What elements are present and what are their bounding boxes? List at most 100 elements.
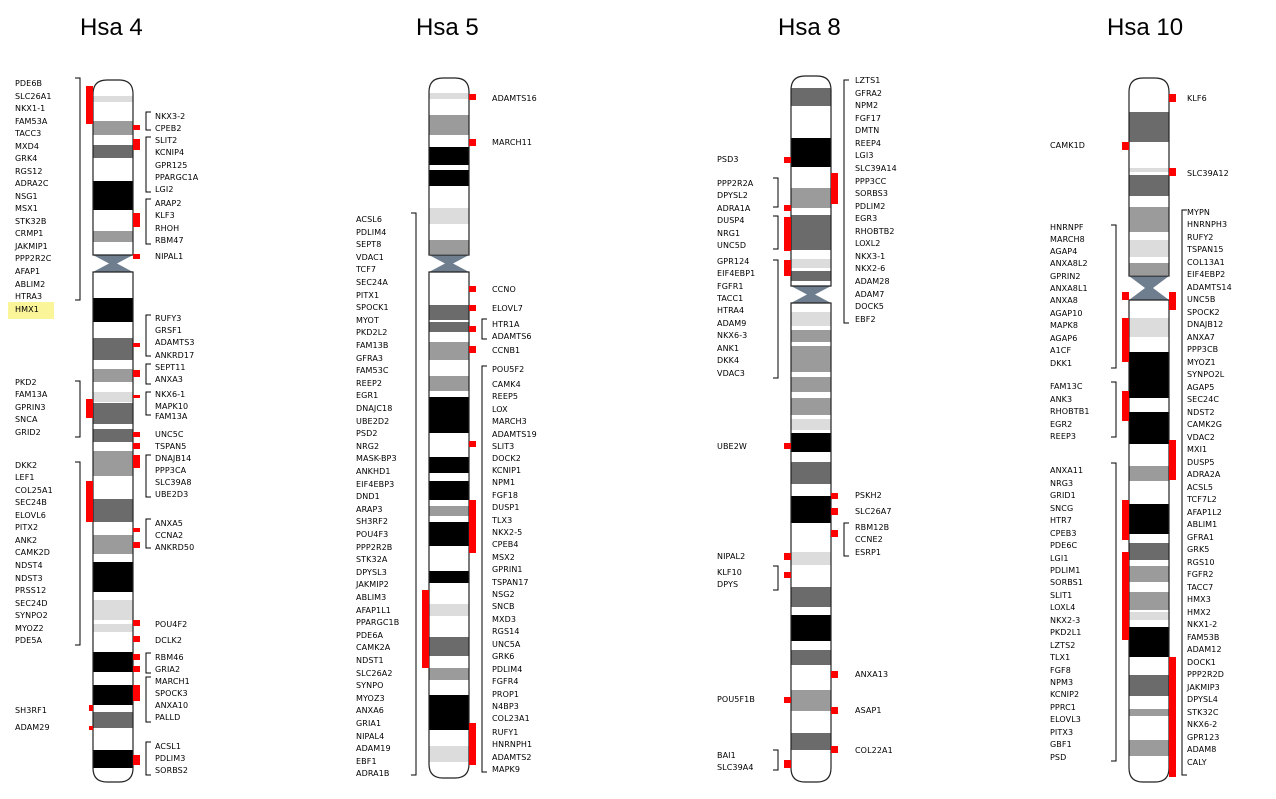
gene-label: TACC7 bbox=[1187, 583, 1214, 592]
gene-label: ELOVL3 bbox=[1050, 715, 1082, 724]
chromosome-band bbox=[791, 138, 831, 167]
marker-right bbox=[469, 346, 476, 353]
chromosome-title-hsa8: Hsa 8 bbox=[778, 14, 841, 41]
gene-label: PALLD bbox=[155, 713, 181, 722]
gene-label: NPM3 bbox=[1050, 678, 1074, 687]
gene-label: ADAM9 bbox=[717, 319, 747, 328]
gene-highlight bbox=[8, 302, 54, 319]
gene-label: ADRA1A bbox=[717, 204, 751, 213]
gene-label: RGS12 bbox=[15, 167, 43, 176]
chromosome-band bbox=[429, 170, 469, 186]
gene-label: ABLIM1 bbox=[1187, 520, 1218, 529]
chromosome-band bbox=[791, 259, 831, 268]
gene-label: DOCK1 bbox=[1187, 658, 1216, 667]
gene-label: TCF7 bbox=[356, 265, 377, 275]
gene-label: HMX1 bbox=[15, 305, 39, 314]
gene-label: ABLIM2 bbox=[15, 280, 46, 289]
marker-right bbox=[133, 443, 140, 449]
gene-label: RBM12B bbox=[855, 523, 890, 532]
gene-label: KLF10 bbox=[717, 568, 742, 577]
marker-right bbox=[133, 254, 140, 259]
chromosome-band bbox=[429, 305, 469, 320]
marker-left bbox=[784, 157, 791, 163]
gene-label: GPRIN3 bbox=[15, 403, 46, 412]
gene-bracket-right bbox=[843, 79, 849, 324]
gene-label: SLIT1 bbox=[1050, 591, 1073, 600]
gene-label: SYNPO2L bbox=[1187, 370, 1225, 379]
gene-label: EBF1 bbox=[356, 756, 377, 766]
gene-label: FGF18 bbox=[492, 491, 519, 500]
gene-label: SLC39A8 bbox=[155, 478, 192, 487]
gene-label: FGFR2 bbox=[1187, 570, 1214, 579]
gene-label: NIPAL2 bbox=[717, 552, 746, 561]
gene-label: NDST1 bbox=[356, 656, 384, 665]
gene-label: ELOVL7 bbox=[492, 304, 524, 313]
gene-bracket-left bbox=[773, 749, 779, 771]
marker-right bbox=[133, 432, 140, 437]
gene-label: EIF4EBP1 bbox=[717, 269, 756, 278]
gene-label: NKX3-2 bbox=[155, 112, 186, 121]
gene-label: SLIT3 bbox=[492, 442, 515, 451]
gene-label: RUFY2 bbox=[1187, 233, 1214, 242]
chromosome-title-hsa10: Hsa 10 bbox=[1107, 14, 1184, 41]
gene-label: SORBS2 bbox=[155, 766, 189, 775]
marker-right bbox=[133, 370, 140, 377]
gene-label: DUSP4 bbox=[717, 216, 745, 225]
gene-label: PDE5A bbox=[15, 636, 43, 645]
centromere bbox=[93, 255, 133, 272]
gene-label: MYOZ3 bbox=[356, 693, 385, 703]
chromosome-band bbox=[93, 298, 133, 322]
chromosome-band bbox=[93, 652, 133, 672]
gene-label: LZTS2 bbox=[1050, 641, 1076, 650]
marker-right bbox=[133, 395, 140, 398]
gene-label: MARCH8 bbox=[1050, 235, 1085, 244]
gene-label: SORBS1 bbox=[1050, 578, 1084, 587]
chromosome-band bbox=[1129, 175, 1169, 196]
gene-label: PDLIM4 bbox=[356, 227, 387, 237]
gene-label: PPP2R2A bbox=[717, 179, 754, 188]
gene-label: KCNIP2 bbox=[1050, 690, 1080, 699]
gene-label: NKX2-6 bbox=[855, 264, 886, 273]
gene-label: AFAP1 bbox=[15, 267, 41, 276]
chromosome-band bbox=[791, 496, 831, 523]
chromosome-band bbox=[791, 330, 831, 342]
p-arm-outline bbox=[1128, 77, 1170, 277]
chromosome-band bbox=[429, 695, 469, 730]
chromosome-band bbox=[1129, 352, 1169, 398]
gene-label: NIPAL1 bbox=[155, 252, 184, 261]
marker-left bbox=[784, 760, 791, 768]
p-arm-outline bbox=[428, 77, 470, 256]
chromosome-band bbox=[791, 433, 831, 452]
gene-label: NRG1 bbox=[717, 229, 741, 238]
gene-label: SEPT8 bbox=[356, 240, 382, 250]
chromosome-band bbox=[791, 690, 831, 711]
q-arm-outline bbox=[790, 302, 832, 783]
gene-bracket-left bbox=[1111, 224, 1117, 369]
gene-label: PSD3 bbox=[717, 155, 739, 164]
marker-right bbox=[469, 139, 476, 146]
gene-label: GRIA2 bbox=[155, 665, 181, 674]
chromosome-band bbox=[1129, 412, 1169, 444]
chromosome-band bbox=[93, 499, 133, 522]
chromosome-band bbox=[1129, 566, 1169, 582]
gene-label: STK32A bbox=[356, 555, 388, 565]
gene-label: ESRP1 bbox=[855, 548, 882, 557]
gene-label: STK32B bbox=[15, 217, 47, 226]
chromosome-band bbox=[93, 685, 133, 705]
gene-bracket-right bbox=[145, 136, 151, 193]
gene-label: MARCH1 bbox=[155, 677, 190, 686]
marker-left bbox=[784, 697, 791, 703]
gene-label: FAM53A bbox=[15, 117, 48, 126]
gene-label: POU4F3 bbox=[356, 530, 389, 539]
gene-label: SNCB bbox=[492, 602, 515, 611]
chromosome-band bbox=[429, 637, 469, 656]
gene-label: NIPAL4 bbox=[356, 731, 385, 741]
gene-label: ADAMTS2 bbox=[492, 753, 532, 762]
gene-label: KCNIP4 bbox=[155, 148, 185, 157]
chromosome-band bbox=[791, 615, 831, 641]
gene-label: SEC24A bbox=[356, 278, 388, 287]
gene-label: ACSL5 bbox=[1187, 483, 1214, 492]
gene-label: FAM13C bbox=[1050, 382, 1083, 391]
gene-bracket-right bbox=[145, 198, 151, 245]
